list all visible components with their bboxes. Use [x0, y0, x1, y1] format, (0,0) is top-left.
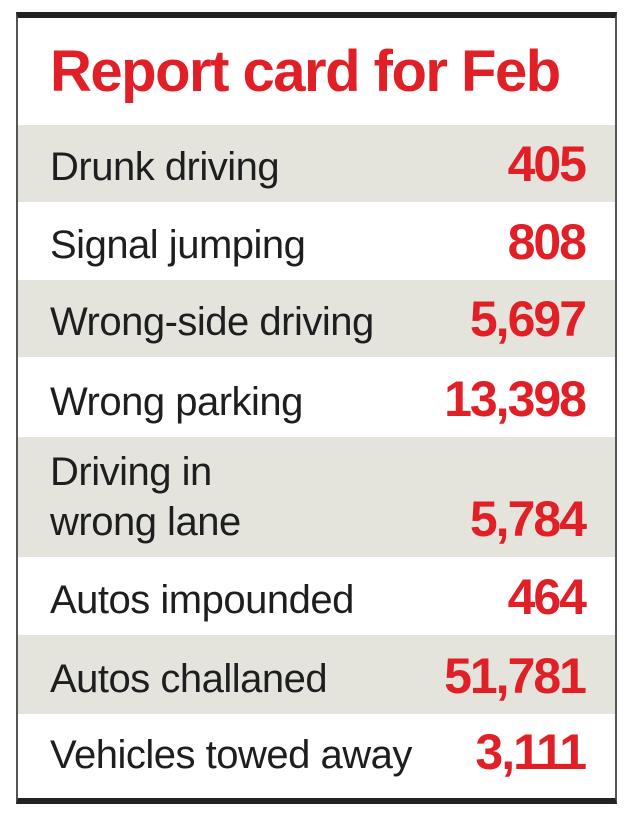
- table-row: Wrong-side driving 5,697: [18, 280, 615, 357]
- row-label: Signal jumping: [50, 223, 306, 267]
- row-label: Driving in wrong lane: [50, 450, 241, 544]
- table-row: Autos impounded 464: [18, 557, 615, 635]
- row-label: Wrong parking: [50, 380, 303, 424]
- title: Report card for Feb: [50, 39, 561, 104]
- table-row: Autos challaned 51,781: [18, 635, 615, 714]
- row-value: 3,111: [475, 724, 587, 780]
- row-label: Vehicles towed away: [50, 733, 412, 777]
- table: Drunk driving 405 Signal jumping 808 Wrong-s…: [18, 125, 615, 790]
- row-label: Drunk driving: [50, 145, 280, 189]
- row-value: 13,398: [444, 371, 587, 427]
- row-label: Autos impounded: [50, 578, 354, 622]
- row-value: 51,781: [444, 648, 587, 704]
- row-label: Autos challaned: [50, 657, 328, 701]
- row-value: 5,697: [469, 291, 587, 347]
- row-label: Wrong-side driving: [50, 300, 374, 344]
- table-row: Driving in wrong lane 5,784: [18, 437, 615, 557]
- row-value: 464: [507, 569, 587, 625]
- table-row: Vehicles towed away 3,111: [18, 714, 615, 790]
- row-value: 808: [507, 214, 587, 270]
- row-value: 5,784: [469, 491, 587, 547]
- row-value: 405: [507, 136, 587, 192]
- table-row: Signal jumping 808: [18, 202, 615, 280]
- table-row: Wrong parking 13,398: [18, 357, 615, 437]
- report-card: Report card for Feb Drunk driving 405 Sign…: [16, 12, 617, 804]
- table-row: Drunk driving 405: [18, 125, 615, 202]
